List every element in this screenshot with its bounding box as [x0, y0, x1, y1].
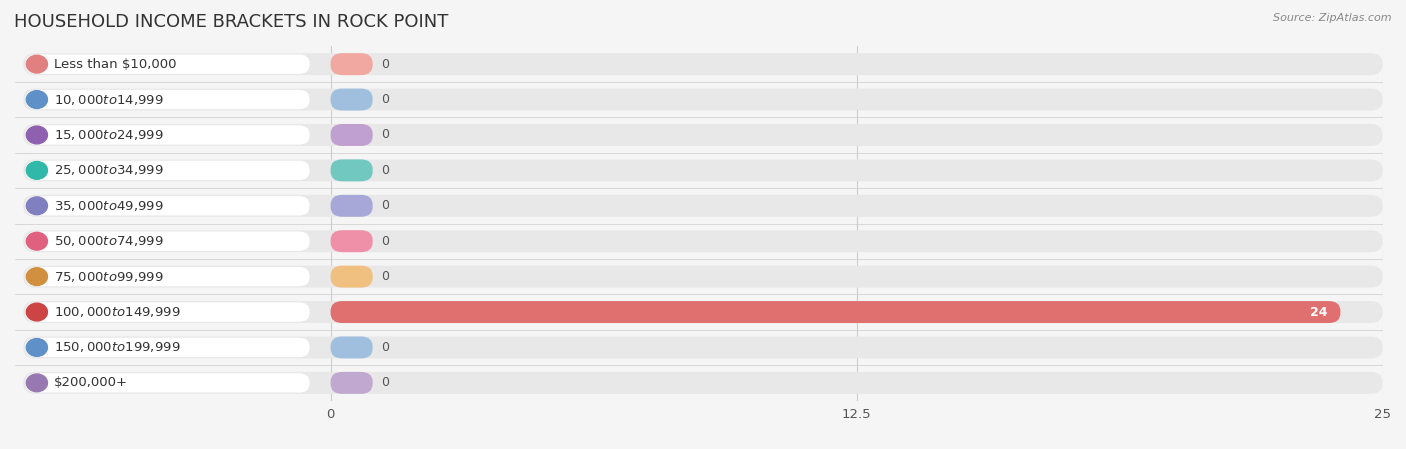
Circle shape	[27, 162, 48, 179]
FancyBboxPatch shape	[24, 124, 1382, 146]
FancyBboxPatch shape	[25, 373, 309, 392]
FancyBboxPatch shape	[25, 232, 309, 251]
Text: $25,000 to $34,999: $25,000 to $34,999	[53, 163, 163, 177]
Text: $150,000 to $199,999: $150,000 to $199,999	[53, 340, 180, 354]
FancyBboxPatch shape	[330, 88, 373, 110]
FancyBboxPatch shape	[25, 196, 309, 216]
Text: $200,000+: $200,000+	[53, 376, 128, 389]
Text: 0: 0	[381, 164, 389, 177]
FancyBboxPatch shape	[24, 372, 1382, 394]
Text: 0: 0	[381, 270, 389, 283]
FancyBboxPatch shape	[25, 54, 309, 74]
FancyBboxPatch shape	[24, 53, 1382, 75]
Text: 24: 24	[1310, 306, 1327, 318]
FancyBboxPatch shape	[330, 301, 1340, 323]
FancyBboxPatch shape	[25, 90, 309, 109]
Circle shape	[27, 55, 48, 73]
Circle shape	[27, 374, 48, 392]
FancyBboxPatch shape	[24, 336, 1382, 358]
FancyBboxPatch shape	[25, 125, 309, 145]
FancyBboxPatch shape	[24, 159, 1382, 181]
Text: 0: 0	[381, 128, 389, 141]
FancyBboxPatch shape	[330, 195, 373, 217]
Text: 0: 0	[381, 93, 389, 106]
Circle shape	[27, 126, 48, 144]
FancyBboxPatch shape	[25, 267, 309, 286]
FancyBboxPatch shape	[330, 230, 373, 252]
Text: Source: ZipAtlas.com: Source: ZipAtlas.com	[1274, 13, 1392, 23]
FancyBboxPatch shape	[24, 195, 1382, 217]
FancyBboxPatch shape	[330, 159, 373, 181]
FancyBboxPatch shape	[25, 338, 309, 357]
Text: 0: 0	[381, 341, 389, 354]
Text: $75,000 to $99,999: $75,000 to $99,999	[53, 270, 163, 284]
Circle shape	[27, 268, 48, 286]
Text: HOUSEHOLD INCOME BRACKETS IN ROCK POINT: HOUSEHOLD INCOME BRACKETS IN ROCK POINT	[14, 13, 449, 31]
FancyBboxPatch shape	[24, 301, 1382, 323]
FancyBboxPatch shape	[330, 336, 373, 358]
FancyBboxPatch shape	[330, 266, 373, 288]
Text: 0: 0	[381, 376, 389, 389]
Circle shape	[27, 197, 48, 215]
Text: $10,000 to $14,999: $10,000 to $14,999	[53, 92, 163, 106]
Text: $100,000 to $149,999: $100,000 to $149,999	[53, 305, 180, 319]
Text: 0: 0	[381, 57, 389, 70]
FancyBboxPatch shape	[24, 266, 1382, 288]
Text: 0: 0	[381, 235, 389, 248]
Text: Less than $10,000: Less than $10,000	[53, 57, 176, 70]
FancyBboxPatch shape	[330, 124, 373, 146]
FancyBboxPatch shape	[25, 302, 309, 321]
Circle shape	[27, 339, 48, 357]
FancyBboxPatch shape	[330, 372, 373, 394]
Text: $15,000 to $24,999: $15,000 to $24,999	[53, 128, 163, 142]
Circle shape	[27, 303, 48, 321]
Text: $50,000 to $74,999: $50,000 to $74,999	[53, 234, 163, 248]
FancyBboxPatch shape	[24, 230, 1382, 252]
Text: 0: 0	[381, 199, 389, 212]
FancyBboxPatch shape	[330, 53, 373, 75]
Text: $35,000 to $49,999: $35,000 to $49,999	[53, 199, 163, 213]
FancyBboxPatch shape	[24, 88, 1382, 110]
Circle shape	[27, 232, 48, 250]
Circle shape	[27, 91, 48, 109]
FancyBboxPatch shape	[25, 161, 309, 180]
